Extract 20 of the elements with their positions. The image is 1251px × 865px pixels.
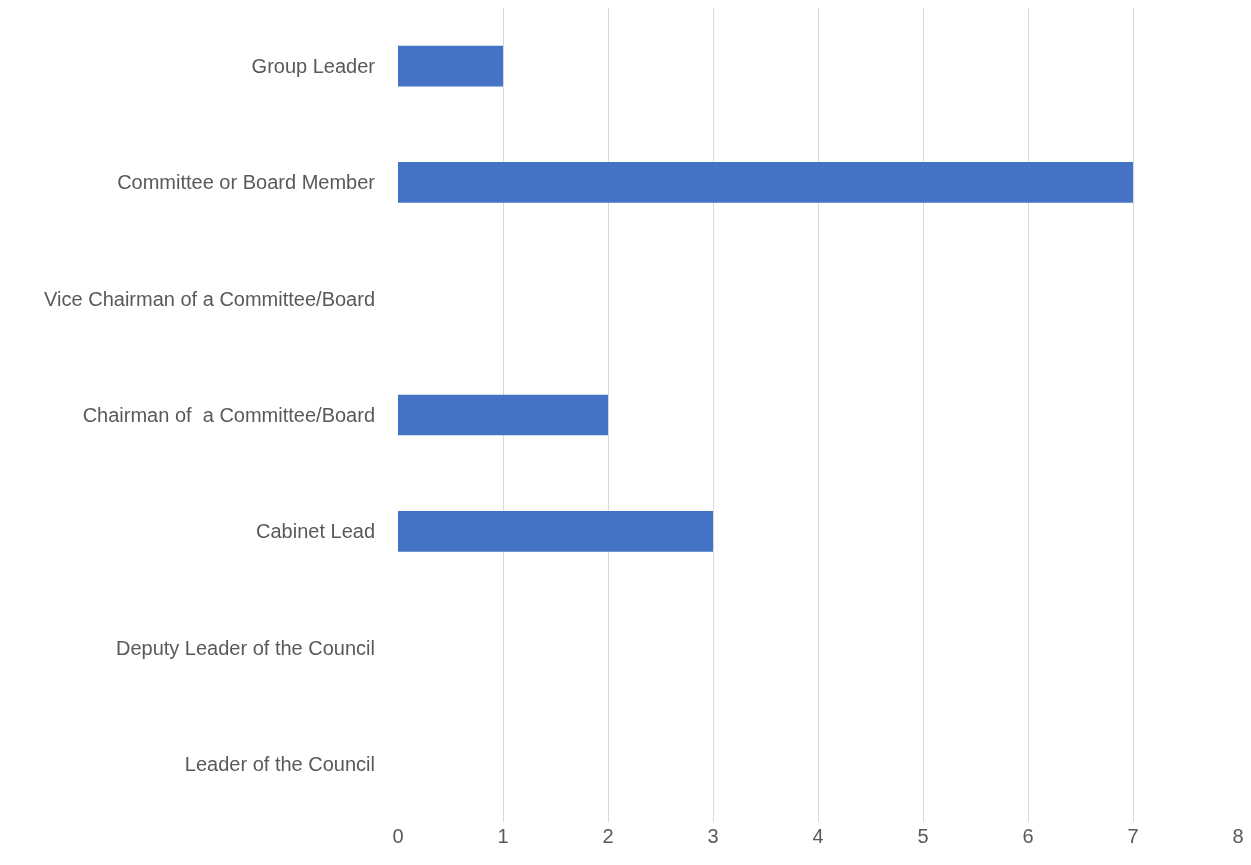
x-tick-label: 5 <box>917 825 929 847</box>
bar <box>398 45 503 87</box>
y-tick-label: Cabinet Lead <box>256 520 375 543</box>
y-tick-label: Deputy Leader of the Council <box>115 636 375 659</box>
bar <box>398 510 713 552</box>
x-tick-label: 4 <box>812 825 824 847</box>
x-tick-label: 0 <box>392 825 404 847</box>
x-tick-label: 6 <box>1022 825 1034 847</box>
x-tick-label: 1 <box>497 825 509 847</box>
y-tick-label: Vice Chairman of a Committee/Board <box>44 287 375 310</box>
x-tick-label: 8 <box>1232 825 1244 847</box>
y-tick-label: Group Leader <box>251 55 376 78</box>
x-tick-label: 2 <box>602 825 614 847</box>
bar <box>398 162 1133 203</box>
y-tick-label: Committee or Board Member <box>117 171 376 194</box>
x-tick-label: 3 <box>707 825 719 847</box>
y-tick-label: Chairman of a Committee/Board <box>82 404 375 426</box>
bar <box>398 394 608 436</box>
x-tick-label: 7 <box>1127 825 1139 847</box>
y-tick-label: Leader of the Council <box>184 752 375 775</box>
